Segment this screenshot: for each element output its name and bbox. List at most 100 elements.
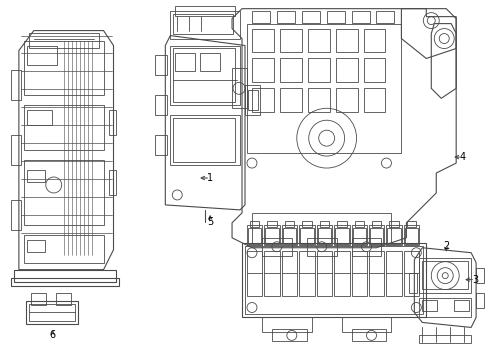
Bar: [388, 228, 401, 244]
Bar: [108, 170, 117, 195]
Bar: [327, 11, 344, 23]
Bar: [422, 300, 437, 311]
Bar: [56, 293, 71, 305]
Bar: [282, 251, 297, 296]
Bar: [247, 225, 263, 245]
Bar: [319, 221, 329, 227]
Bar: [277, 11, 295, 23]
Bar: [307, 238, 337, 256]
Bar: [245, 85, 260, 115]
Bar: [364, 58, 386, 82]
Bar: [11, 200, 21, 230]
Bar: [27, 170, 45, 182]
Bar: [262, 318, 312, 332]
Bar: [232, 68, 247, 108]
Bar: [108, 110, 117, 135]
Bar: [302, 221, 312, 227]
Bar: [11, 71, 21, 100]
Bar: [262, 238, 292, 256]
Bar: [280, 28, 302, 53]
Bar: [11, 135, 21, 165]
Bar: [175, 54, 195, 71]
Text: 6: 6: [49, 330, 56, 341]
Bar: [369, 225, 385, 245]
Bar: [422, 261, 468, 289]
Bar: [376, 11, 394, 23]
Bar: [155, 135, 167, 155]
Bar: [336, 58, 358, 82]
Bar: [476, 293, 484, 307]
Bar: [252, 213, 392, 243]
Bar: [454, 300, 469, 311]
Bar: [337, 221, 346, 227]
Bar: [405, 228, 418, 244]
Bar: [265, 225, 280, 245]
Bar: [280, 88, 302, 112]
Bar: [336, 28, 358, 53]
Bar: [248, 90, 258, 110]
Bar: [155, 55, 167, 75]
Bar: [419, 258, 471, 293]
Bar: [24, 160, 103, 225]
Bar: [308, 88, 330, 112]
Bar: [404, 251, 419, 296]
Bar: [27, 240, 45, 252]
Bar: [26, 301, 77, 324]
Bar: [200, 54, 220, 71]
Bar: [27, 110, 52, 125]
Bar: [352, 251, 367, 296]
Bar: [171, 11, 240, 39]
Bar: [268, 221, 277, 227]
Text: 3: 3: [472, 275, 478, 285]
Bar: [155, 95, 167, 115]
Bar: [404, 225, 419, 245]
Text: 2: 2: [443, 241, 449, 251]
Bar: [390, 221, 399, 227]
Bar: [476, 268, 484, 283]
Bar: [352, 11, 369, 23]
Bar: [353, 228, 366, 244]
Bar: [24, 41, 103, 95]
Bar: [247, 251, 263, 296]
Bar: [265, 251, 280, 296]
Bar: [247, 24, 401, 153]
Bar: [266, 228, 279, 244]
Bar: [252, 28, 274, 53]
Bar: [308, 28, 330, 53]
Bar: [336, 88, 358, 112]
Bar: [282, 225, 297, 245]
Bar: [300, 228, 314, 244]
Bar: [250, 221, 259, 227]
Bar: [173, 48, 235, 102]
Bar: [280, 58, 302, 82]
Bar: [242, 243, 426, 318]
Bar: [308, 58, 330, 82]
Bar: [370, 228, 384, 244]
Bar: [372, 221, 382, 227]
Bar: [352, 238, 382, 256]
Bar: [299, 251, 315, 296]
Bar: [352, 329, 387, 341]
Bar: [245, 246, 423, 315]
Bar: [407, 221, 416, 227]
Bar: [24, 105, 103, 150]
Bar: [364, 28, 386, 53]
Bar: [335, 228, 348, 244]
Bar: [29, 303, 74, 321]
Bar: [342, 318, 392, 332]
Bar: [11, 278, 120, 285]
Bar: [299, 225, 315, 245]
Bar: [352, 225, 367, 245]
Bar: [302, 11, 319, 23]
Bar: [334, 251, 349, 296]
Bar: [24, 235, 103, 263]
Bar: [387, 225, 402, 245]
Bar: [317, 225, 332, 245]
Bar: [369, 251, 385, 296]
Bar: [419, 336, 471, 343]
Bar: [171, 115, 240, 165]
Bar: [173, 14, 233, 33]
Bar: [387, 251, 402, 296]
Bar: [272, 329, 307, 341]
Bar: [173, 118, 235, 162]
